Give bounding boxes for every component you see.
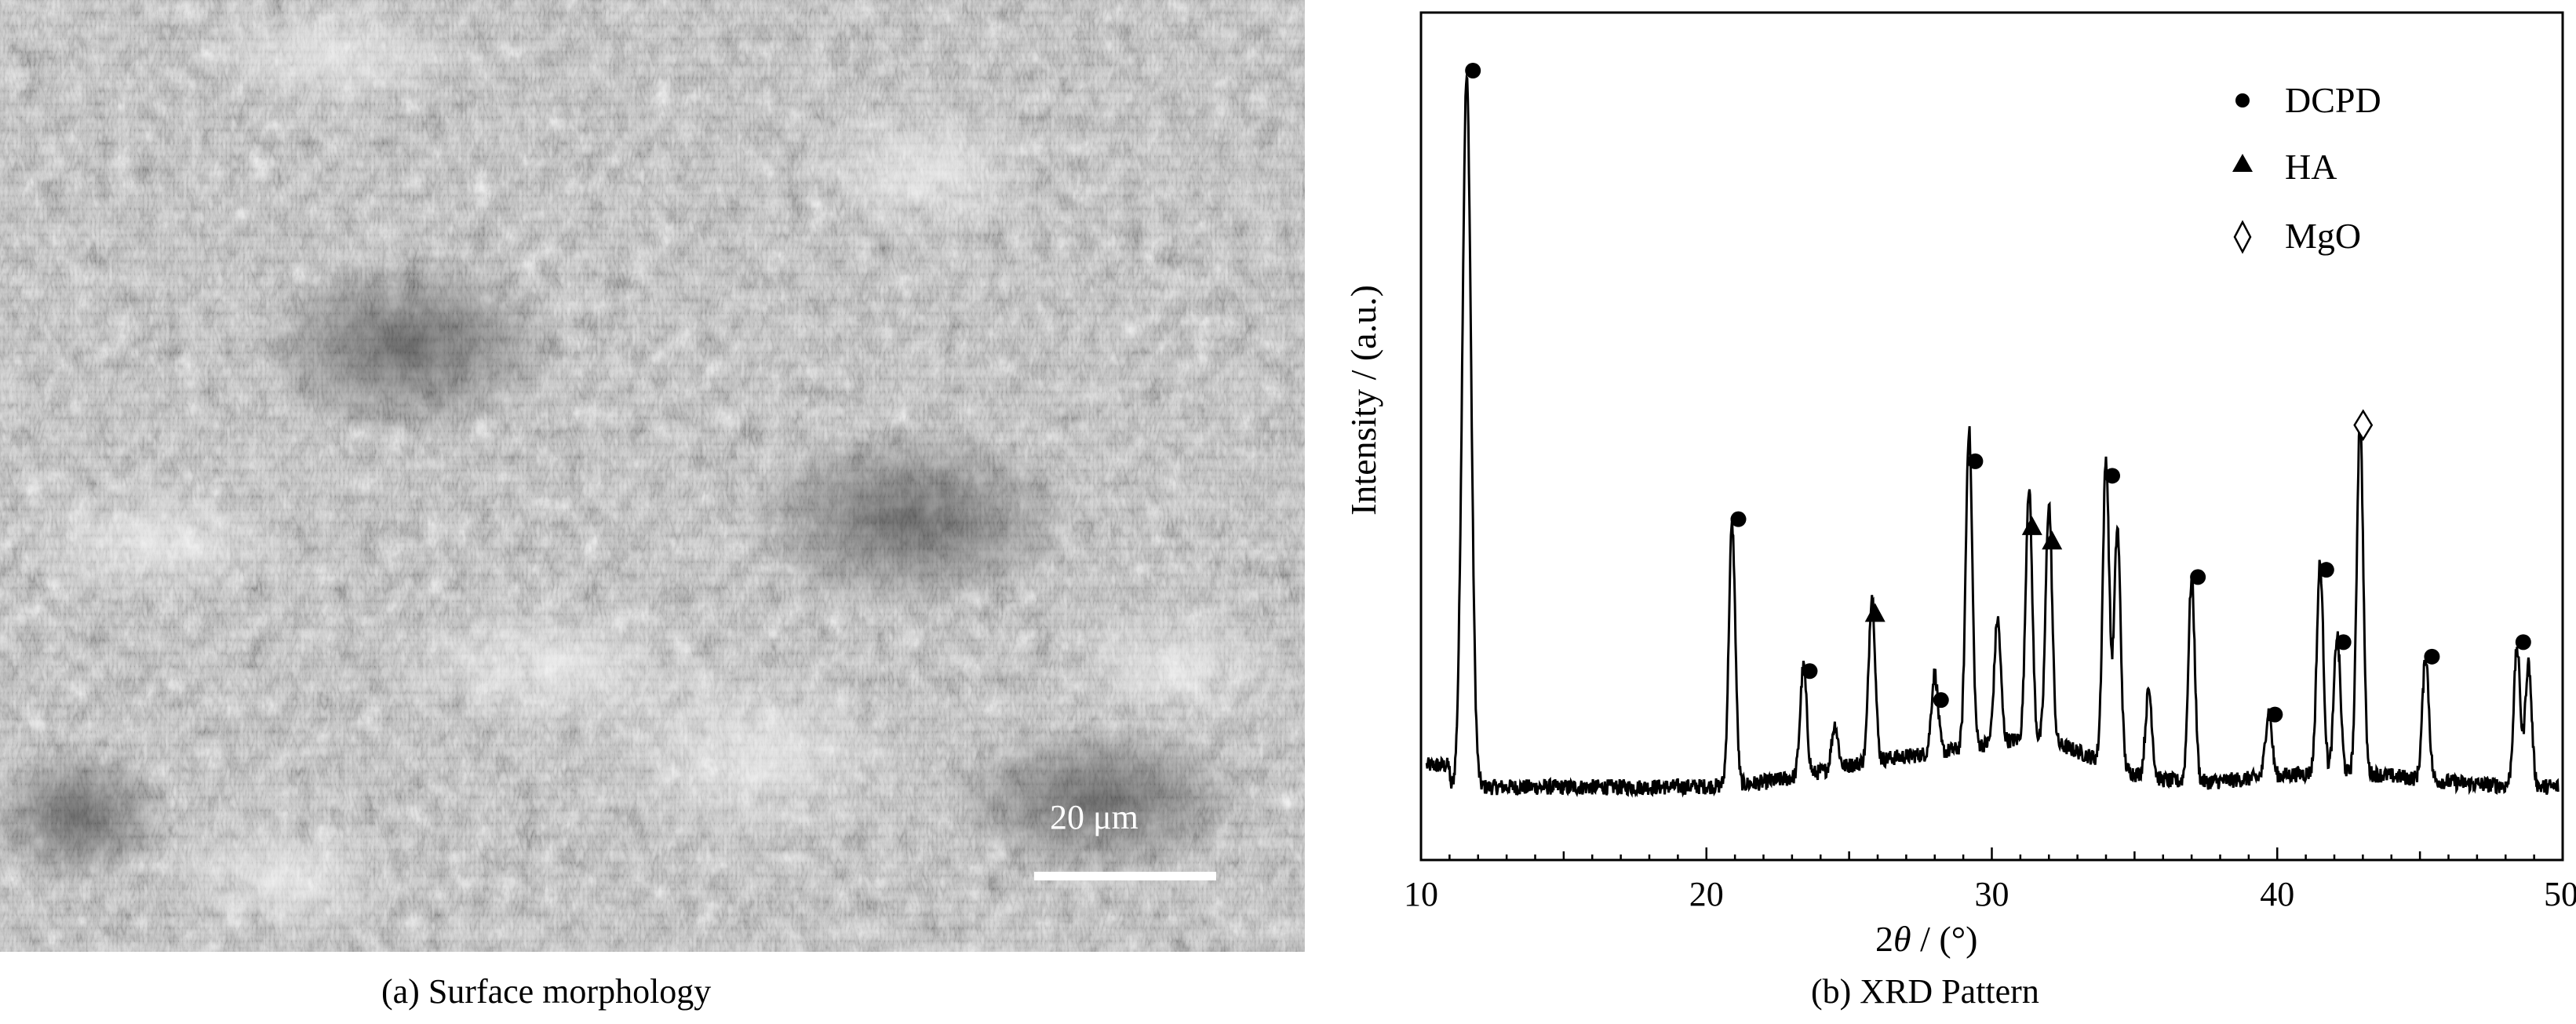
dcpd-peak-circle-icon <box>2424 648 2440 665</box>
peak-markers <box>1465 63 2531 723</box>
sem-micrograph: 20 μm <box>0 0 1305 952</box>
dcpd-peak-circle-icon <box>2104 468 2120 484</box>
legend-triangle-icon <box>2232 154 2253 172</box>
legend-label-ha: HA <box>2285 147 2337 187</box>
x-tick-label: 30 <box>1975 875 2009 913</box>
dcpd-peak-circle-icon <box>1730 511 1747 527</box>
legend-circle-icon <box>2235 93 2250 108</box>
dcpd-peak-circle-icon <box>2267 706 2283 723</box>
scale-bar-label: 20 μm <box>1050 798 1139 836</box>
mgo-peak-open-diamond-icon <box>2353 409 2374 442</box>
plot-frame <box>1419 11 2564 862</box>
caption-xrd-pattern: (b) XRD Pattern <box>1811 972 2039 1011</box>
x-tick-label: 40 <box>2260 875 2294 913</box>
x-axis-title: 2θ / (°) <box>1875 919 1977 959</box>
x-tick-label: 50 <box>2544 875 2576 913</box>
legend-open-diamond-icon <box>2233 220 2252 254</box>
dcpd-peak-circle-icon <box>2318 562 2334 578</box>
ha-peak-triangle-icon <box>2042 530 2063 550</box>
dcpd-peak-circle-icon <box>2190 569 2206 585</box>
ha-peak-triangle-icon <box>1864 603 1886 622</box>
xrd-pattern-line <box>1425 74 2560 798</box>
dcpd-peak-circle-icon <box>1802 663 1818 680</box>
y-axis-title: Intensity / (a.u.) <box>1343 285 1383 516</box>
xrd-chart: 10 20 30 40 50 2θ / (°) Intensity / (a.u.) D… <box>1343 11 2576 959</box>
x-axis-tick-labels: 10 20 30 40 50 <box>1404 875 2576 913</box>
x-axis-ticks <box>1419 847 2564 860</box>
dcpd-peak-circle-icon <box>2335 634 2352 650</box>
legend-label-dcpd: DCPD <box>2285 80 2381 120</box>
sem-micrograph-texture <box>0 0 1305 952</box>
legend: DCPD HA MgO <box>2232 80 2381 256</box>
dcpd-peak-circle-icon <box>2515 634 2531 650</box>
caption-surface-morphology: (a) Surface morphology <box>381 972 712 1011</box>
legend-label-mgo: MgO <box>2285 216 2361 256</box>
dcpd-peak-circle-icon <box>1465 63 1481 78</box>
scale-bar <box>1034 872 1216 880</box>
x-tick-label: 10 <box>1404 875 1438 913</box>
x-tick-label: 20 <box>1689 875 1724 913</box>
ha-peak-triangle-icon <box>2021 516 2042 535</box>
dcpd-peak-circle-icon <box>1967 453 1984 469</box>
dcpd-peak-circle-icon <box>1933 692 1949 709</box>
